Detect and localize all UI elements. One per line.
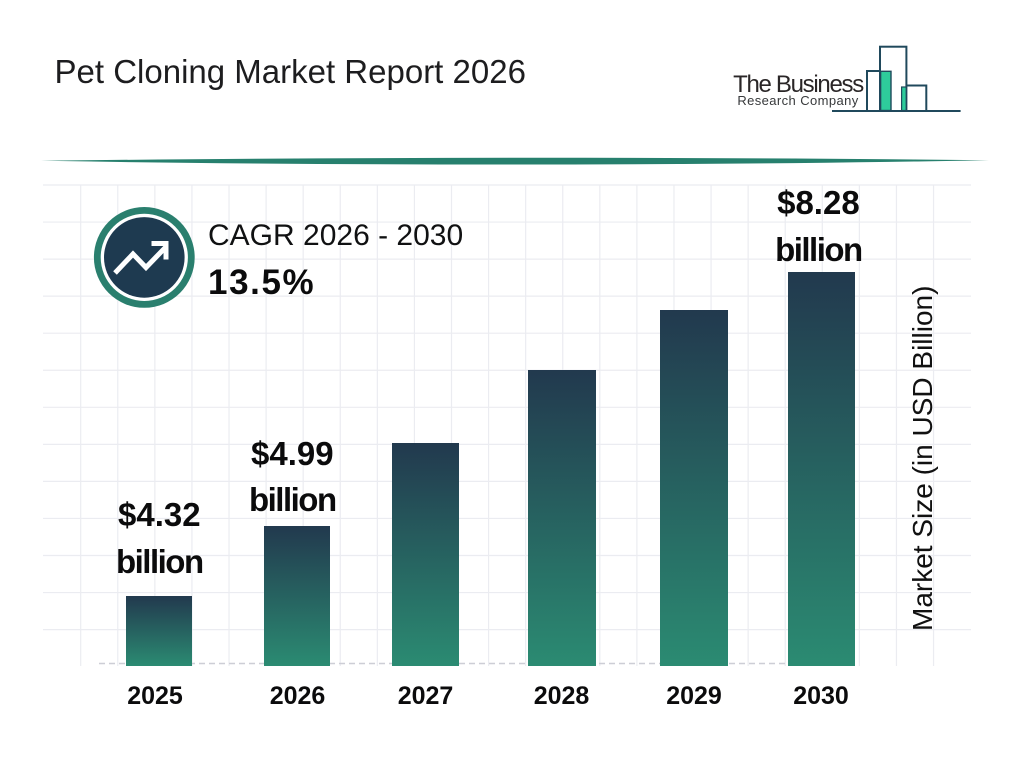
svg-text:Market Size (in USD Billion): Market Size (in USD Billion): [907, 286, 938, 631]
